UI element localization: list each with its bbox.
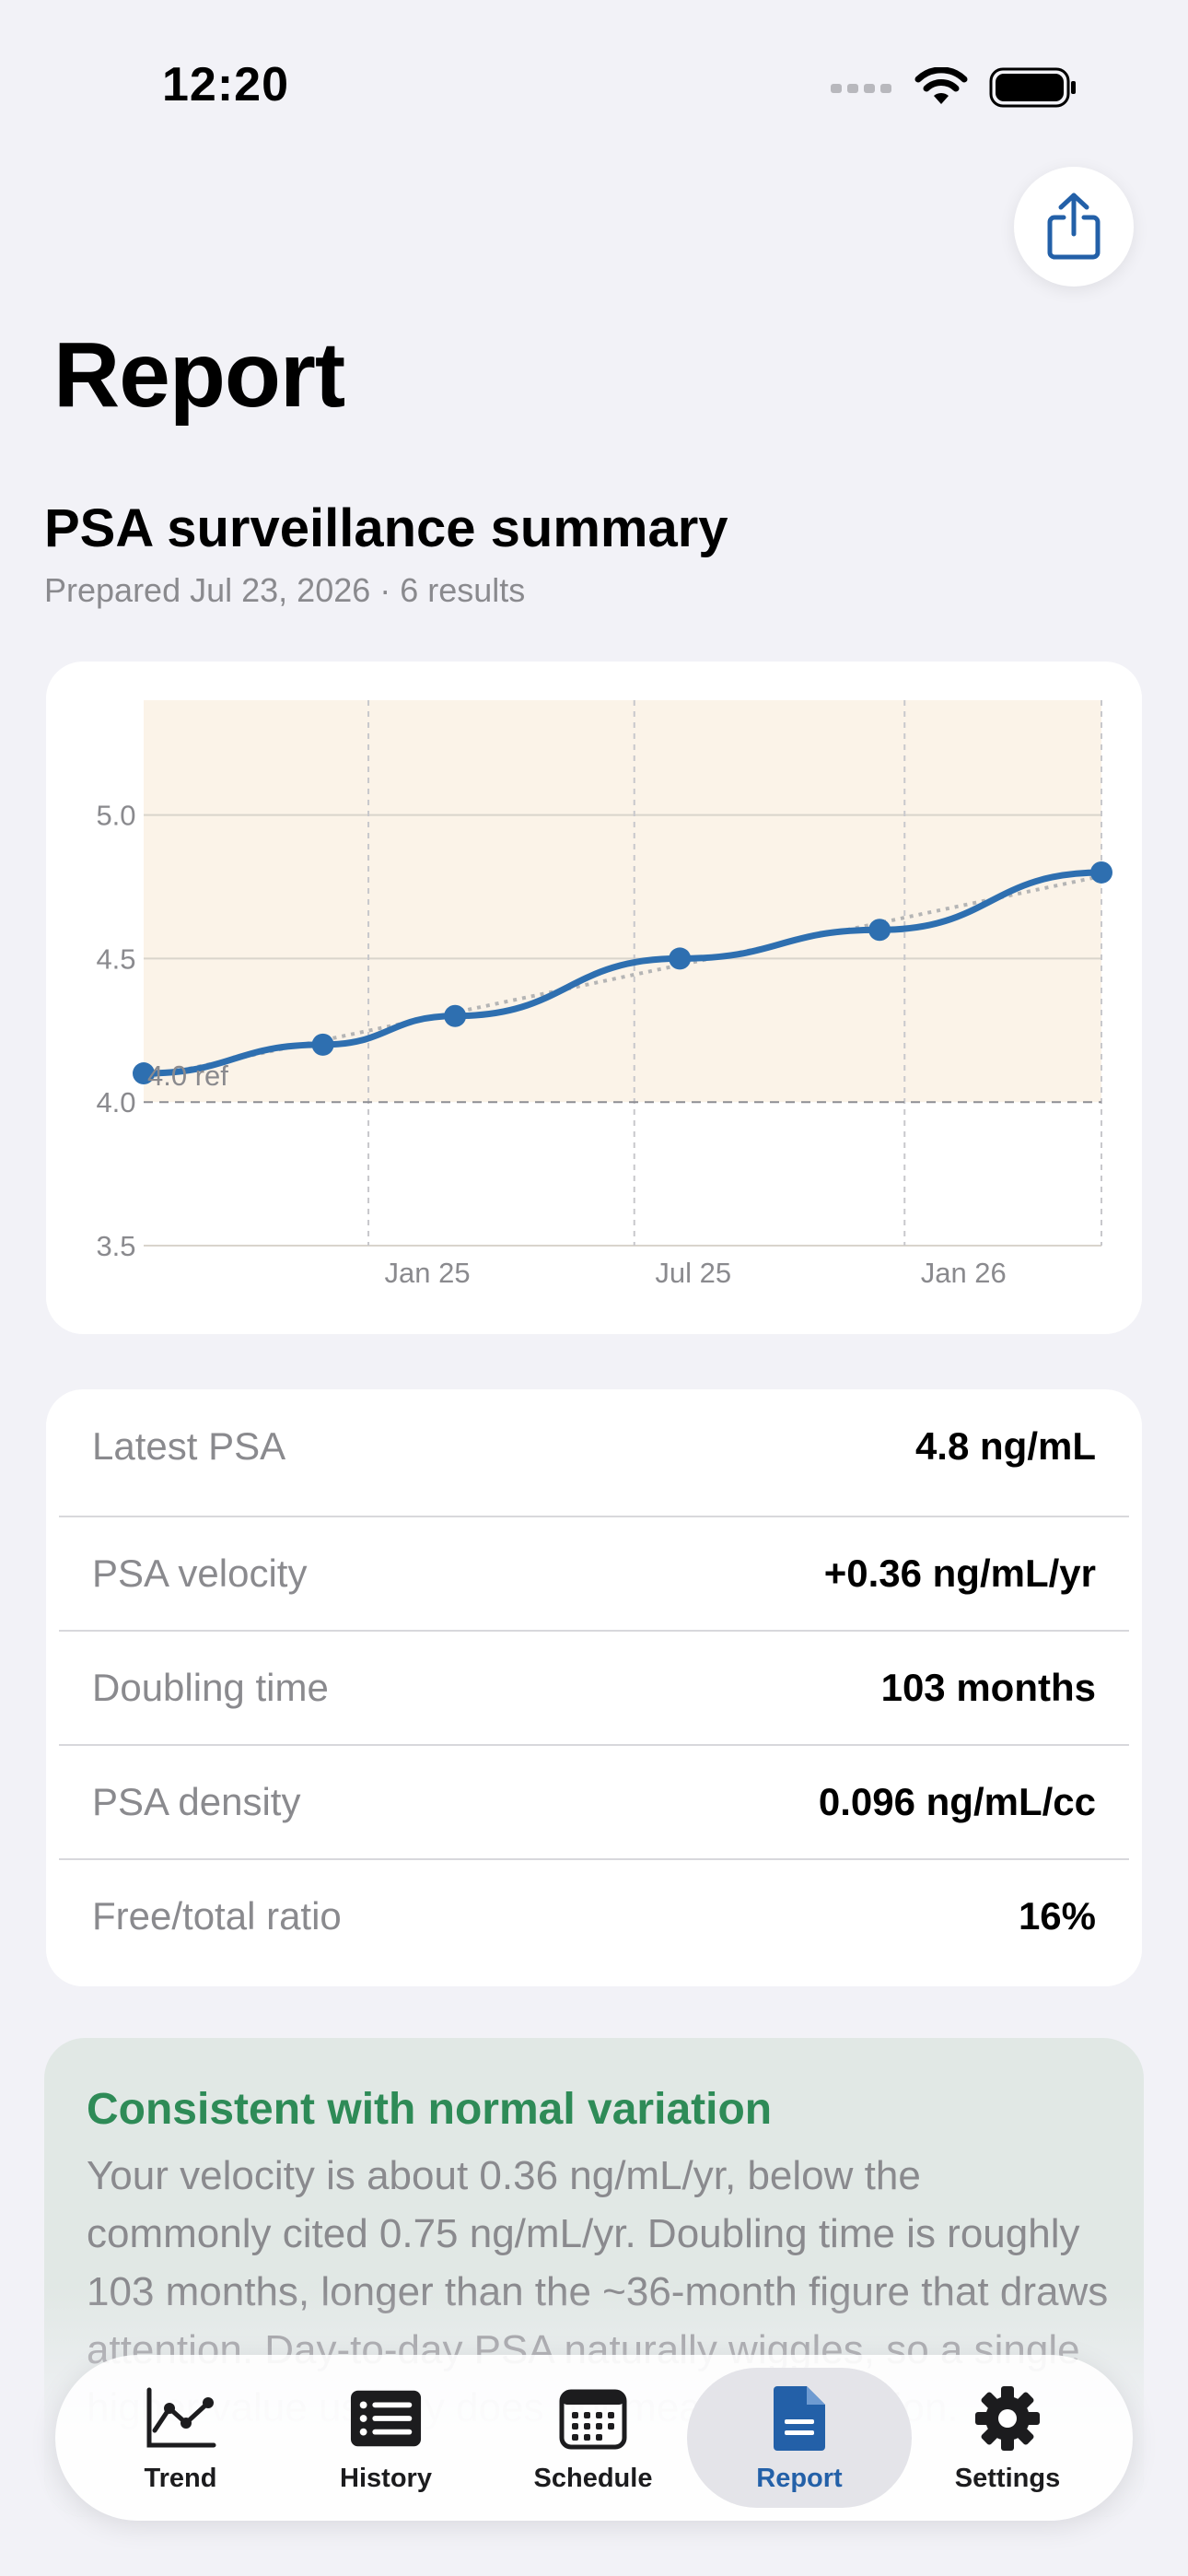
metric-row-psa-velocity: PSA velocity +0.36 ng/mL/yr [59, 1516, 1129, 1629]
metric-label: PSA velocity [92, 1551, 308, 1595]
page-title: Report [53, 323, 345, 427]
chart-line-icon [144, 2384, 217, 2453]
psa-data-point [133, 1062, 155, 1085]
psa-data-point [868, 919, 891, 942]
summary-title: PSA surveillance summary [44, 498, 728, 558]
metric-row-free-total-ratio: Free/total ratio 16% [59, 1858, 1129, 1972]
share-button[interactable] [1014, 167, 1134, 287]
reference-line-label: 4.0 ref [147, 1060, 228, 1092]
tab-label: Trend [144, 2464, 217, 2493]
metric-row-doubling-time: Doubling time 103 months [59, 1630, 1129, 1743]
y-tick-label: 4.5 [96, 943, 135, 975]
psa-data-point [1090, 861, 1112, 884]
tab-label: Settings [954, 2464, 1061, 2493]
calendar-icon [556, 2384, 630, 2453]
status-time: 12:20 [162, 58, 289, 111]
x-tick-label: Jul 25 [655, 1257, 731, 1289]
metric-value: 4.8 ng/mL [914, 1423, 1096, 1468]
tab-report[interactable]: Report [707, 2355, 891, 2521]
tab-bar: Trend History Schedule [55, 2355, 1133, 2521]
metric-value: +0.36 ng/mL/yr [823, 1551, 1096, 1595]
cellular-signal-icon [831, 84, 891, 93]
metric-label: Doubling time [92, 1665, 329, 1709]
status-icons [831, 66, 1077, 109]
x-tick-label: Jan 25 [385, 1257, 471, 1289]
trend-line [143, 873, 1102, 1081]
gear-icon [971, 2384, 1044, 2453]
x-tick-label: Jan 26 [921, 1257, 1007, 1289]
metric-value: 16% [1018, 1893, 1096, 1938]
document-icon [763, 2384, 836, 2453]
metric-row-latest-psa: Latest PSA 4.8 ng/mL [59, 1389, 1129, 1503]
metrics-card: Latest PSA 4.8 ng/mL PSA velocity +0.36 … [46, 1389, 1142, 1986]
battery-icon [989, 67, 1076, 108]
tab-trend[interactable]: Trend [88, 2355, 273, 2521]
tab-history[interactable]: History [294, 2355, 478, 2521]
tab-schedule[interactable]: Schedule [501, 2355, 685, 2521]
tab-label: Report [756, 2464, 843, 2493]
psa-data-point [444, 1004, 467, 1027]
tab-label: Schedule [533, 2464, 653, 2493]
wifi-icon [914, 67, 968, 104]
interpretation-title: Consistent with normal variation [87, 2085, 773, 2134]
psa-series-line [140, 869, 1105, 1077]
metric-value: 0.096 ng/mL/cc [818, 1779, 1096, 1823]
tab-label: History [340, 2464, 432, 2493]
psa-data-point [669, 947, 692, 970]
y-tick-label: 5.0 [96, 800, 135, 832]
metric-label: Latest PSA [92, 1423, 286, 1468]
metric-label: PSA density [92, 1779, 301, 1823]
list-icon [349, 2384, 423, 2453]
summary-subtitle: Prepared Jul 23, 2026 · 6 results [44, 571, 526, 609]
tab-settings[interactable]: Settings [915, 2355, 1100, 2521]
psa-chart-card: 5.0 4.5 4.0 3.5 Jan 25 Jul 25 Jan 26 4.0 ref [46, 662, 1142, 1334]
metric-value: 103 months [880, 1665, 1096, 1709]
y-tick-label: 3.5 [96, 1230, 135, 1262]
metric-row-psa-density: PSA density 0.096 ng/mL/cc [59, 1744, 1129, 1857]
share-icon [1047, 193, 1101, 260]
psa-data-point [311, 1033, 334, 1056]
y-tick-label: 4.0 [96, 1086, 135, 1118]
metric-label: Free/total ratio [92, 1893, 342, 1938]
shaded-band [144, 700, 1101, 1103]
psa-trend-chart: 5.0 4.5 4.0 3.5 Jan 25 Jul 25 Jan 26 4.0 ref [96, 700, 1112, 1289]
